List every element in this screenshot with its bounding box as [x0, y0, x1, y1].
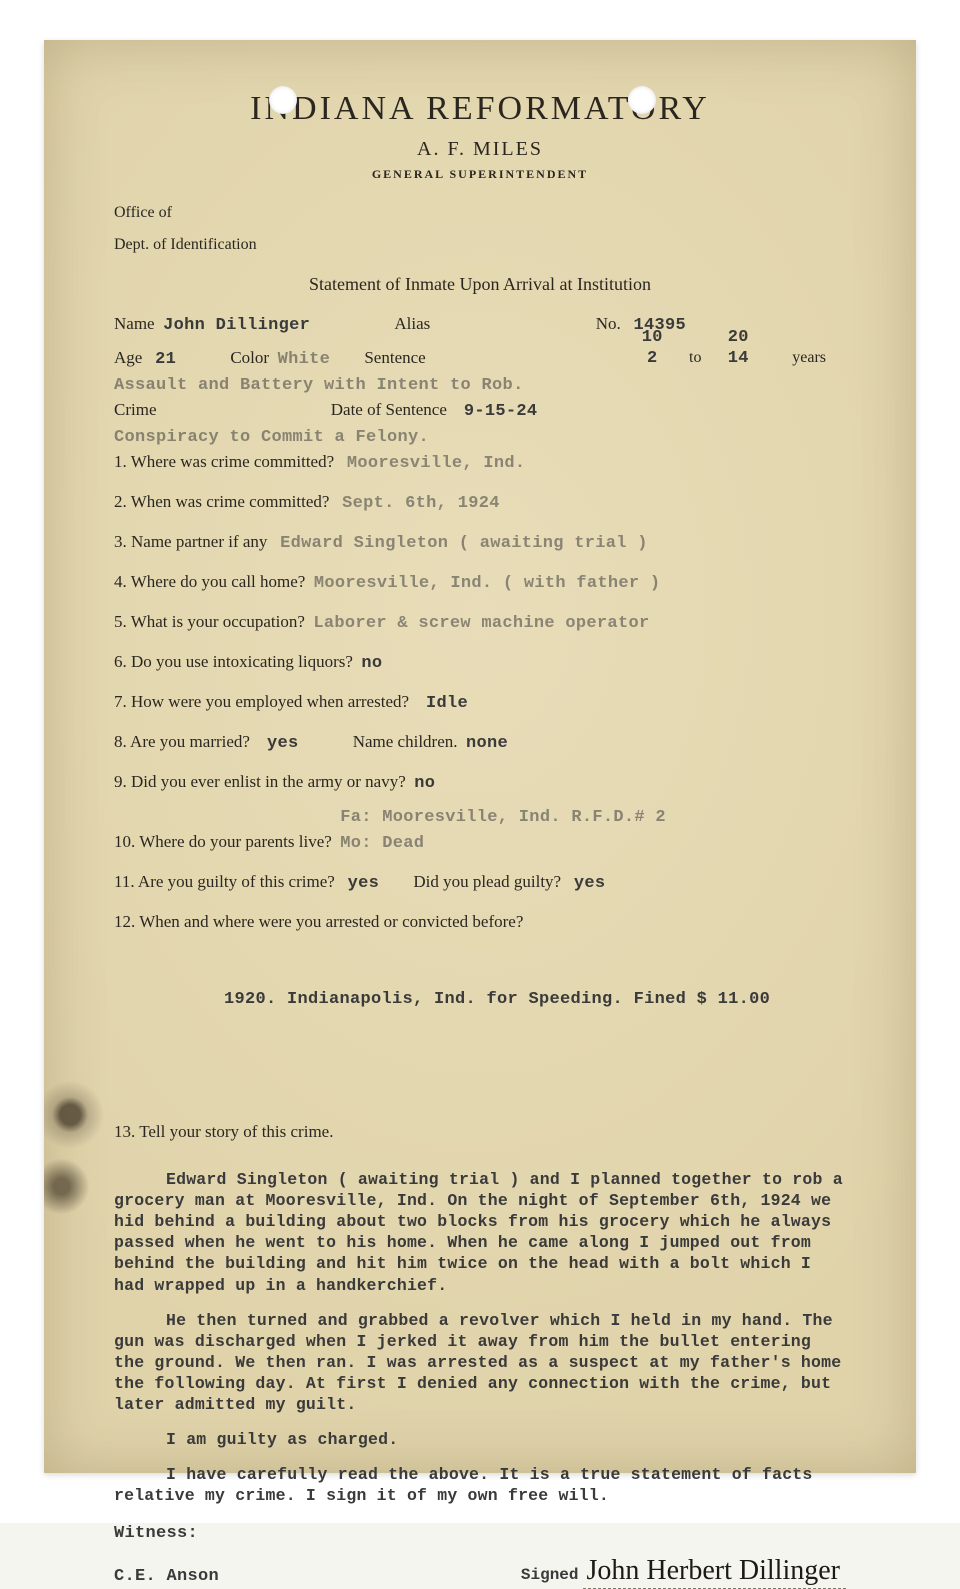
label-to: to [682, 348, 708, 368]
label-plead: Did you plead guilty? [413, 872, 561, 891]
q12: 12. When and where were you arrested or … [114, 912, 523, 931]
row-q10: 10. Where do your parents live? Mo: Dead [114, 831, 846, 855]
witness-name: C.E. Anson [114, 1566, 219, 1587]
story-p1: Edward Singleton ( awaiting trial ) and … [114, 1169, 846, 1296]
row-q10a: 10. Where do your parents live? Fa: Moor… [114, 805, 846, 829]
field-date-sentence: 9-15-24 [464, 402, 538, 421]
story-p3: I am guilty as charged. [114, 1429, 846, 1450]
story-block: Edward Singleton ( awaiting trial ) and … [114, 1169, 846, 1507]
label-signed: Signed [521, 1566, 579, 1584]
label-alias: Alias [394, 314, 430, 333]
row-crime1: Assault and Battery with Intent to Rob. [114, 373, 846, 397]
label-color: Color [230, 348, 269, 367]
a12: 1920. Indianapolis, Ind. for Speeding. F… [224, 990, 770, 1009]
row-crime2: Conspiracy to Commit a Felony. [114, 425, 846, 449]
q3: 3. Name partner if any [114, 532, 267, 551]
row-q1: 1. Where was crime committed? Mooresvill… [114, 451, 846, 475]
a8b: none [466, 734, 508, 753]
a3: Edward Singleton ( awaiting trial ) [280, 534, 648, 553]
a10a: Fa: Mooresville, Ind. R.F.D.# 2 [340, 808, 666, 827]
sent-max-a: 20 [712, 327, 764, 348]
a8: yes [267, 734, 299, 753]
row-q6: 6. Do you use intoxicating liquors? no [114, 651, 846, 675]
a7: Idle [426, 694, 468, 713]
label-date-sentence: Date of Sentence [331, 400, 447, 419]
row-age: Age 21 Color White Sentence 10 20 2 to 1… [114, 347, 846, 371]
a9: no [414, 774, 435, 793]
field-crime1: Assault and Battery with Intent to Rob. [114, 376, 524, 395]
punch-hole-left [269, 86, 297, 114]
row-q3: 3. Name partner if any Edward Singleton … [114, 531, 846, 555]
row-q9: 9. Did you ever enlist in the army or na… [114, 771, 846, 795]
q6: 6. Do you use intoxicating liquors? [114, 652, 353, 671]
a11b: yes [574, 874, 606, 893]
document-paper: INDIANA REFORMATORY A. F. MILES GENERAL … [44, 40, 916, 1473]
punch-hole-right [628, 86, 656, 114]
row-q7: 7. How were you employed when arrested? … [114, 691, 846, 715]
label-sentence: Sentence [364, 348, 425, 367]
label-years: years [792, 349, 826, 366]
row-witness: Witness: [114, 1521, 846, 1545]
field-crime2: Conspiracy to Commit a Felony. [114, 428, 429, 447]
q10: 10. Where do your parents live? [114, 832, 332, 851]
statement-title: Statement of Inmate Upon Arrival at Inst… [114, 274, 846, 295]
row-q11: 11. Are you guilty of this crime? yes Di… [114, 871, 846, 895]
row-q2: 2. When was crime committed? Sept. 6th, … [114, 491, 846, 515]
story-p2: He then turned and grabbed a revolver wh… [114, 1310, 846, 1416]
office-block: Office of Dept. of Identification [114, 204, 846, 254]
institution-title: INDIANA REFORMATORY [114, 90, 846, 128]
a1: Mooresville, Ind. [347, 454, 526, 473]
label-children: Name children. [353, 732, 458, 751]
q13: 13. Tell your story of this crime. [114, 1122, 333, 1141]
story-p4: I have carefully read the above. It is a… [114, 1464, 846, 1506]
q8: 8. Are you married? [114, 732, 250, 751]
label-witness: Witness: [114, 1524, 198, 1543]
office-line1: Office of [114, 204, 846, 222]
row-q12: 12. When and where were you arrested or … [114, 911, 846, 935]
label-name: Name [114, 314, 155, 333]
sent-min-b: 2 [626, 348, 678, 369]
superintendent-role: GENERAL SUPERINTENDENT [114, 167, 846, 182]
a4: Mooresville, Ind. ( with father ) [314, 574, 661, 593]
q2: 2. When was crime committed? [114, 492, 329, 511]
superintendent-name: A. F. MILES [114, 138, 846, 161]
letterhead: INDIANA REFORMATORY A. F. MILES GENERAL … [114, 90, 846, 182]
q9: 9. Did you ever enlist in the army or na… [114, 772, 406, 791]
row-q13: 13. Tell your story of this crime. [114, 1121, 846, 1145]
q4: 4. Where do you call home? [114, 572, 305, 591]
sentence-values: 10 20 2 to 14 years [626, 327, 826, 370]
sent-min-a: 10 [626, 327, 678, 348]
label-number: No. [596, 314, 621, 333]
q11: 11. Are you guilty of this crime? [114, 872, 335, 891]
office-line2: Dept. of Identification [114, 236, 846, 254]
row-q4: 4. Where do you call home? Mooresville, … [114, 571, 846, 595]
q1: 1. Where was crime committed? [114, 452, 334, 471]
row-crime-label: Crime Date of Sentence 9-15-24 [114, 399, 846, 423]
q7: 7. How were you employed when arrested? [114, 692, 409, 711]
q5: 5. What is your occupation? [114, 612, 305, 631]
label-crime: Crime [114, 400, 157, 419]
field-name: John Dillinger [163, 316, 310, 335]
form-body: Name John Dillinger Alias No. 14395 Age … [114, 313, 846, 1588]
inmate-signature: John Herbert Dillinger [583, 1555, 847, 1589]
row-q5: 5. What is your occupation? Laborer & sc… [114, 611, 846, 635]
a10b: Mo: Dead [340, 834, 424, 853]
row-q8: 8. Are you married? yes Name children. n… [114, 731, 846, 755]
row-signature: C.E. Anson SignedJohn Herbert Dillinger [114, 1553, 846, 1588]
a11: yes [348, 874, 380, 893]
row-a12: 1920. Indianapolis, Ind. for Speeding. F… [114, 987, 846, 1011]
a2: Sept. 6th, 1924 [342, 494, 500, 513]
field-color: White [278, 350, 331, 369]
sent-max-b: 14 [712, 348, 764, 369]
a5: Laborer & screw machine operator [313, 614, 649, 633]
a6: no [361, 654, 382, 673]
field-age: 21 [155, 350, 176, 369]
label-age: Age [114, 348, 142, 367]
